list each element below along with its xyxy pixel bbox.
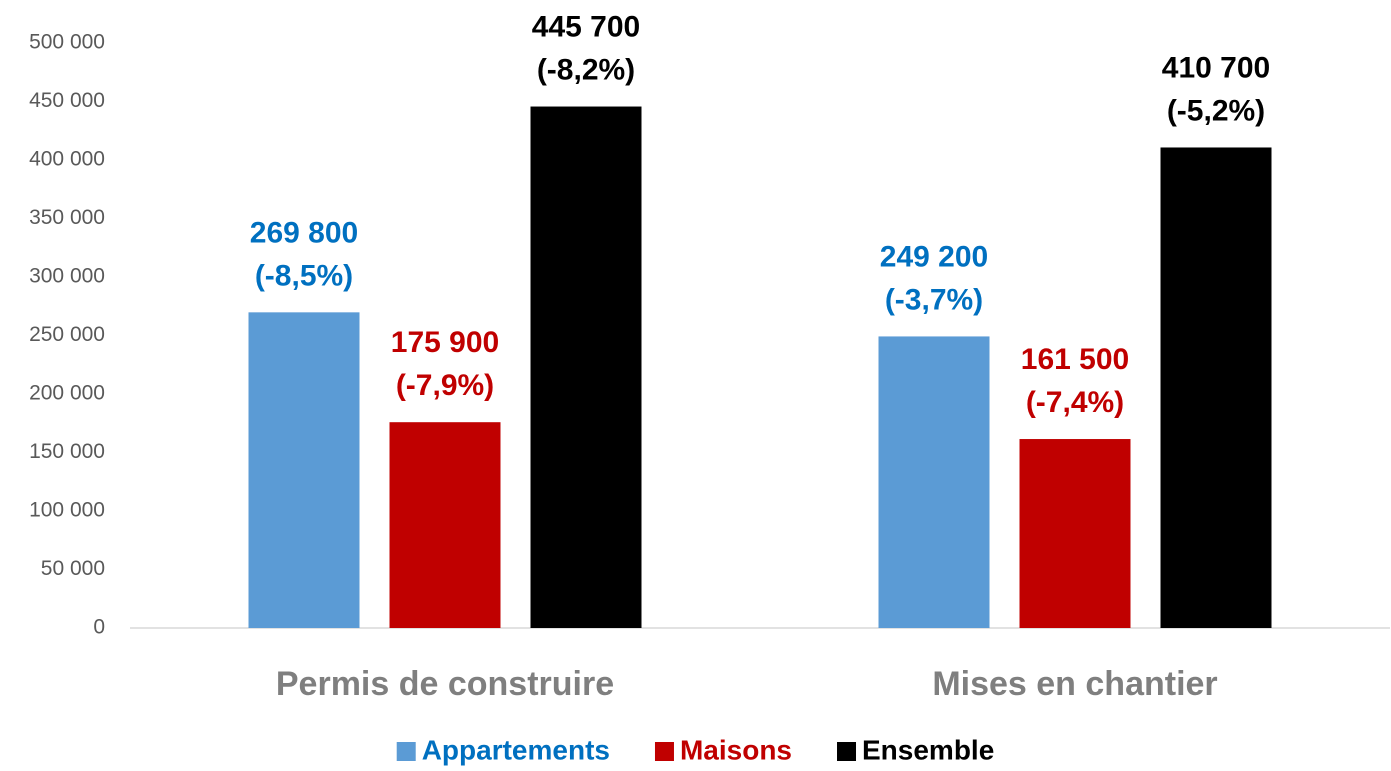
data-label: 269 800 <box>250 216 358 249</box>
legend-swatch <box>396 742 416 761</box>
data-label: 249 200 <box>880 240 988 273</box>
change-label: (-8,5%) <box>255 259 353 292</box>
y-tick-label: 200 000 <box>29 382 105 405</box>
bar <box>389 422 501 628</box>
x-tick-label: Permis de construire <box>276 665 614 703</box>
bar <box>530 106 642 628</box>
y-tick-label: 150 000 <box>29 440 105 463</box>
y-tick-label: 400 000 <box>29 148 105 171</box>
bar <box>1019 439 1131 628</box>
y-tick-label: 350 000 <box>29 206 105 229</box>
legend-label: Appartements <box>422 734 610 765</box>
y-tick-label: 500 000 <box>29 31 105 54</box>
y-tick-label: 300 000 <box>29 265 105 288</box>
bar <box>1160 147 1272 628</box>
data-label: 410 700 <box>1162 51 1270 84</box>
legend-label: Ensemble <box>862 734 994 765</box>
change-label: (-7,9%) <box>396 369 494 402</box>
legend-swatch <box>837 742 857 761</box>
legend-label: Maisons <box>680 734 792 765</box>
data-label: 161 500 <box>1021 343 1129 376</box>
bar <box>878 336 990 628</box>
bar <box>248 312 360 628</box>
change-label: (-3,7%) <box>885 283 983 316</box>
data-label: 445 700 <box>532 10 640 43</box>
y-tick-label: 50 000 <box>41 557 105 580</box>
y-tick-label: 450 000 <box>29 89 105 112</box>
y-tick-label: 100 000 <box>29 499 105 522</box>
y-tick-label: 0 <box>93 616 105 639</box>
change-label: (-8,2%) <box>537 53 635 86</box>
y-tick-label: 250 000 <box>29 323 105 346</box>
data-label: 175 900 <box>391 326 499 359</box>
change-label: (-5,2%) <box>1167 94 1265 127</box>
x-tick-label: Mises en chantier <box>932 665 1217 703</box>
legend-swatch <box>654 742 674 761</box>
change-label: (-7,4%) <box>1026 386 1124 419</box>
